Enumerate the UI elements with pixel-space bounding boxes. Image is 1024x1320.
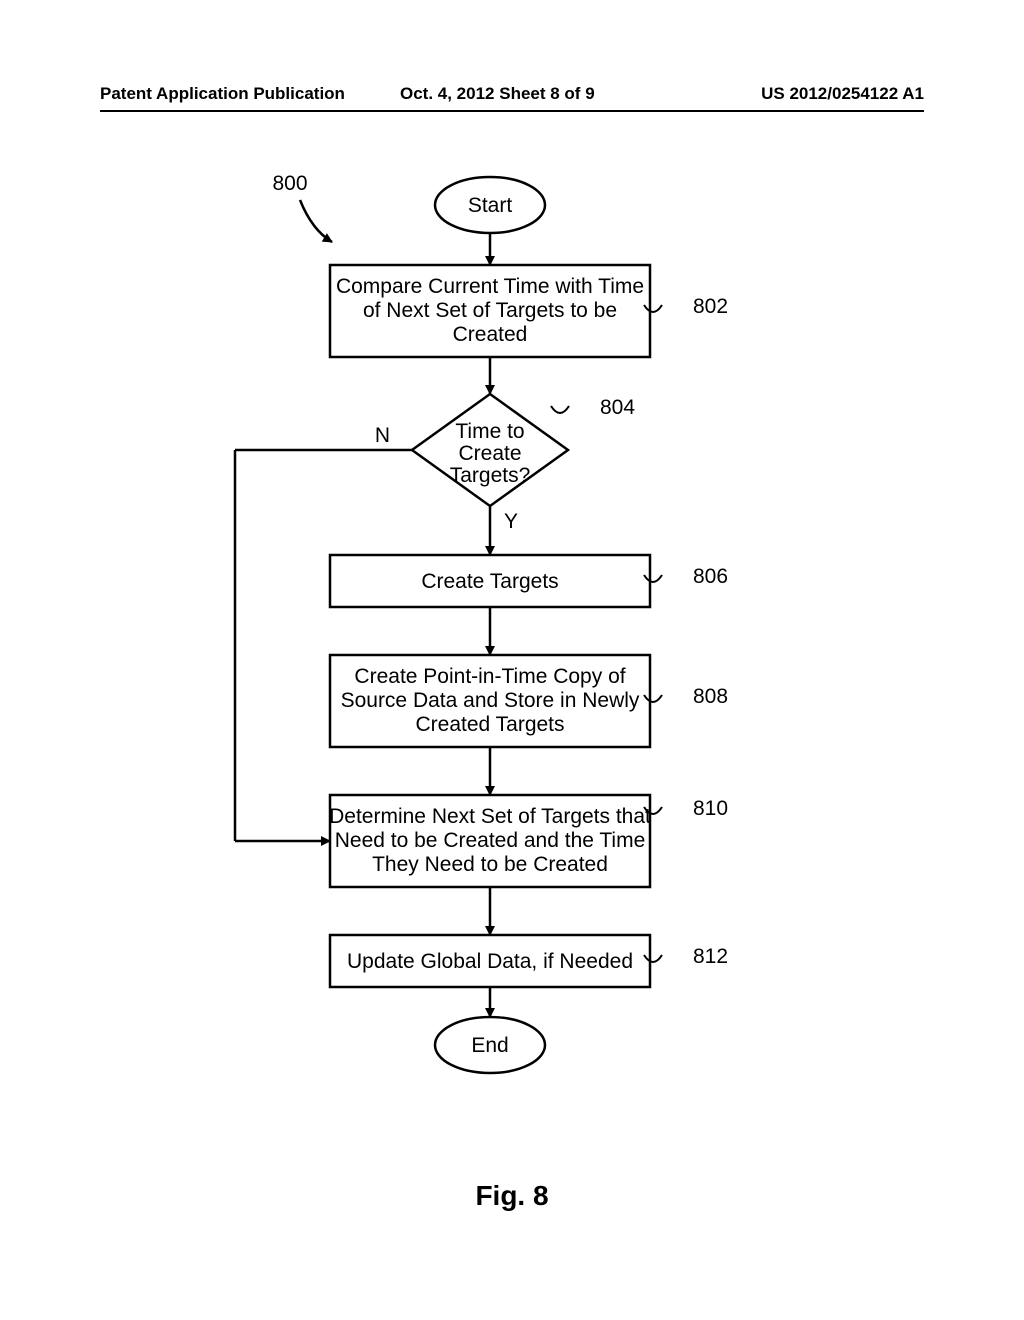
svg-text:Source Data and Store in Newly: Source Data and Store in Newly <box>341 689 640 712</box>
svg-text:Y: Y <box>504 510 518 533</box>
svg-text:Created: Created <box>453 323 528 346</box>
svg-text:End: End <box>471 1034 508 1057</box>
svg-text:802: 802 <box>693 295 728 318</box>
header: Patent Application Publication Oct. 4, 2… <box>100 84 924 112</box>
svg-text:810: 810 <box>693 797 728 820</box>
svg-text:Create Point-in-Time Copy of: Create Point-in-Time Copy of <box>354 665 625 688</box>
page: Patent Application Publication Oct. 4, 2… <box>0 0 1024 1320</box>
svg-text:Created Targets: Created Targets <box>415 713 564 736</box>
svg-text:Create Targets: Create Targets <box>421 570 558 593</box>
svg-text:Start: Start <box>468 194 513 217</box>
svg-text:They Need to be Created: They Need to be Created <box>372 853 608 876</box>
svg-text:N: N <box>375 424 390 447</box>
svg-text:806: 806 <box>693 565 728 588</box>
svg-text:804: 804 <box>600 396 635 419</box>
svg-text:812: 812 <box>693 945 728 968</box>
svg-text:Determine Next Set of Targets: Determine Next Set of Targets that <box>329 805 651 828</box>
figure-caption: Fig. 8 <box>0 1180 1024 1212</box>
header-right: US 2012/0254122 A1 <box>761 84 924 104</box>
svg-text:of Next Set of Targets to be: of Next Set of Targets to be <box>363 299 617 322</box>
svg-text:Need to be Created and the Tim: Need to be Created and the Time <box>335 829 646 852</box>
svg-text:Create: Create <box>458 442 521 465</box>
svg-text:800: 800 <box>272 172 307 195</box>
header-middle: Oct. 4, 2012 Sheet 8 of 9 <box>400 84 595 104</box>
flowchart-svg: 800 Start Compare Current Time with Timeof… <box>0 150 1024 1150</box>
svg-text:Compare Current Time with Time: Compare Current Time with Time <box>336 275 644 298</box>
svg-text:808: 808 <box>693 685 728 708</box>
header-left: Patent Application Publication <box>100 84 345 104</box>
flowchart-container: 800 Start Compare Current Time with Timeof… <box>0 150 1024 1150</box>
svg-text:Time to: Time to <box>455 420 524 443</box>
svg-text:Targets?: Targets? <box>450 464 531 487</box>
svg-text:Update Global Data, if Needed: Update Global Data, if Needed <box>347 950 633 973</box>
